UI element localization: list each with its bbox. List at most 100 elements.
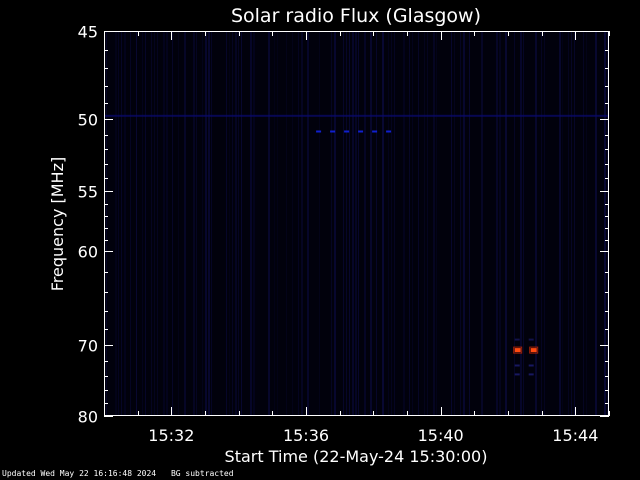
noise-stripe	[235, 32, 237, 415]
noise-stripe	[427, 32, 428, 415]
noise-stripe	[562, 32, 563, 415]
feature-mark	[528, 364, 534, 367]
feature-glow	[529, 346, 539, 354]
noise-stripe	[382, 32, 384, 415]
noise-stripe	[166, 32, 168, 415]
y-axis-label: Frequency [MHz]	[48, 157, 67, 291]
noise-stripe	[298, 32, 299, 415]
noise-stripe	[364, 32, 366, 415]
noise-stripe	[535, 32, 537, 415]
x-tick-label: 15:44	[552, 426, 598, 445]
noise-stripe	[118, 32, 119, 415]
noise-stripe	[436, 32, 437, 415]
noise-stripe	[253, 32, 255, 415]
bg-note: BG subtracted	[170, 469, 234, 478]
footer: Updated Wed May 22 16:16:48 2024 BG subt…	[2, 469, 244, 478]
noise-stripe	[232, 32, 233, 415]
noise-stripe	[595, 32, 597, 415]
noise-stripe	[433, 32, 435, 415]
y-tick-label: 70	[78, 337, 98, 356]
feature-mark	[514, 338, 520, 341]
noise-stripe	[178, 32, 179, 415]
noise-stripe	[505, 32, 507, 415]
noise-stripe	[355, 32, 357, 415]
y-tick-label: 60	[78, 243, 98, 262]
noise-stripe	[193, 32, 195, 415]
noise-stripe	[151, 32, 152, 415]
noise-stripe	[463, 32, 465, 415]
noise-stripe	[424, 32, 425, 415]
feature-69-mhz-faint	[514, 338, 534, 341]
noise-stripe	[544, 32, 545, 415]
noise-stripe	[211, 32, 212, 415]
noise-stripe	[514, 32, 515, 415]
noise-stripe	[358, 32, 359, 415]
feature-72-5-mhz-faint	[514, 364, 534, 367]
y-axis: 45 50 55 60 70 80	[78, 23, 609, 427]
noise-stripe	[412, 32, 413, 415]
feature-mark	[330, 130, 336, 133]
feature-mark	[372, 130, 378, 133]
noise-stripe	[418, 32, 419, 415]
noise-stripe	[559, 32, 561, 415]
x-axis: 15:32 15:36 15:40 15:44	[104, 31, 610, 445]
noise-stripe	[202, 32, 203, 415]
feature-mark	[344, 130, 350, 133]
feature-70-5-mhz-burst	[513, 346, 539, 354]
noise-stripe	[238, 32, 239, 415]
noise-stripe	[346, 32, 347, 415]
noise-stripe	[454, 32, 455, 415]
noise-stripe	[145, 32, 146, 415]
noise-stripe	[331, 32, 332, 415]
feature-mark	[514, 373, 520, 376]
feature-mark	[104, 114, 609, 117]
noise-stripe	[142, 32, 143, 415]
noise-stripe	[301, 32, 303, 415]
noise-stripe	[460, 32, 461, 415]
plot-frame	[104, 31, 609, 416]
feature-mark	[358, 130, 364, 133]
noise-stripe	[481, 32, 483, 415]
noise-stripe	[520, 32, 522, 415]
noise-stripe	[523, 32, 524, 415]
noise-stripe	[292, 32, 293, 415]
noise-stripe	[205, 32, 207, 415]
y-tick-label: 55	[78, 183, 98, 202]
feature-mark	[530, 348, 537, 353]
noise-stripe	[571, 32, 572, 415]
noise-stripe	[499, 32, 501, 415]
noise-stripe	[394, 32, 395, 415]
feature-glow	[513, 346, 523, 354]
noise-stripe	[568, 32, 569, 415]
noise-stripe	[391, 32, 392, 415]
feature-mark	[514, 348, 521, 353]
y-tick-label: 80	[78, 408, 98, 427]
noise-stripe	[106, 32, 107, 415]
noise-stripe	[349, 32, 350, 415]
emission-features	[104, 114, 609, 376]
noise-stripe	[130, 32, 131, 415]
noise-stripe	[172, 32, 173, 415]
noise-stripe	[583, 32, 584, 415]
feature-mark	[386, 130, 392, 133]
x-tick-label: 15:32	[148, 426, 194, 445]
noise-stripe	[154, 32, 155, 415]
noise-stripe	[121, 32, 122, 415]
y-tick-label: 45	[78, 23, 98, 42]
x-tick-label: 15:36	[283, 426, 329, 445]
noise-stripe	[163, 32, 165, 415]
x-axis-label: Start Time (22-May-24 15:30:00)	[225, 447, 488, 466]
noise-stripe	[541, 32, 542, 415]
noise-stripe	[226, 32, 227, 415]
noise-stripe	[319, 32, 320, 415]
noise-stripe	[157, 32, 158, 415]
feature-mark	[528, 338, 534, 341]
noise-stripe	[241, 32, 242, 415]
noise-stripe	[409, 32, 410, 415]
updated-timestamp: Updated Wed May 22 16:16:48 2024	[2, 469, 157, 478]
noise-stripe	[286, 32, 287, 415]
noise-stripe	[574, 32, 575, 415]
feature-51-mhz-dashes	[316, 130, 392, 133]
noise-stripe	[388, 32, 389, 415]
